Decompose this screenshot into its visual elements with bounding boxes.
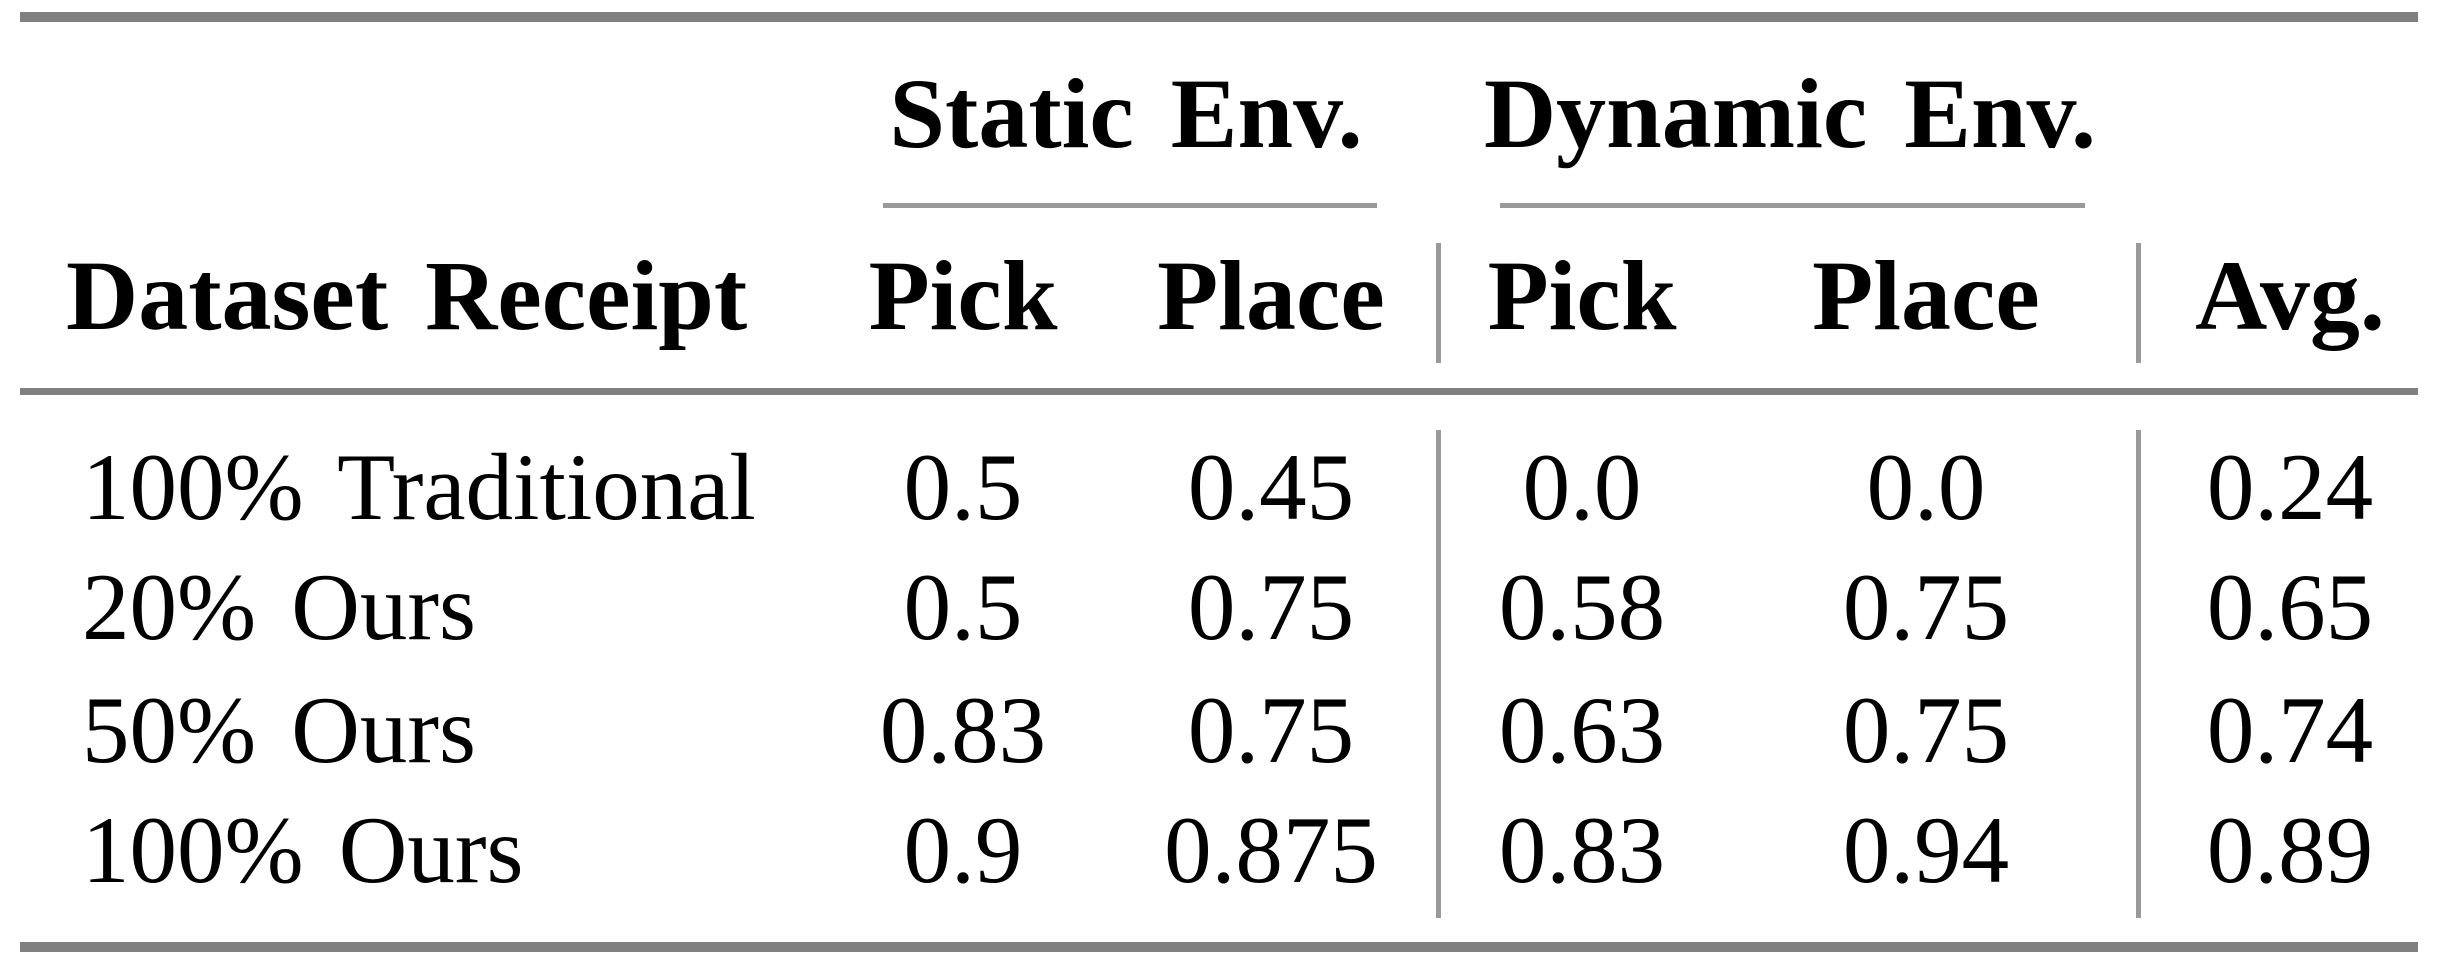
cell-dynamic-pick: 0.0 [1522,434,1642,540]
header-cell-dynamic-pick: Pick [1487,240,1677,351]
cell-static-place: 0.75 [1187,554,1355,660]
row-label-100-traditional: 100% Traditional [82,434,756,540]
cell-dynamic-place: 0.75 [1842,554,2010,660]
vertical-rule-avg-header [2136,243,2141,363]
header-cell-avg: Avg. [2195,240,2385,351]
cell-static-place: 0.75 [1187,677,1355,783]
row-label-50-ours: 50% Ours [82,677,476,783]
header-cell-dynamic-place: Place [1812,240,2040,351]
vertical-rule-static-dynamic-header [1436,243,1441,363]
vertical-rule-avg-body [2136,430,2141,918]
cell-avg: 0.89 [2206,797,2374,903]
row-label-100-ours: 100% Ours [82,797,524,903]
cell-avg: 0.65 [2206,554,2374,660]
cell-static-place: 0.45 [1187,434,1355,540]
cell-static-pick: 0.5 [903,434,1023,540]
table-header-rule [20,388,2418,395]
static-env-underline-rule [883,203,1377,208]
cell-dynamic-pick: 0.58 [1498,554,1666,660]
cell-dynamic-place: 0.0 [1866,434,1986,540]
cell-static-pick: 0.83 [879,677,1047,783]
cell-dynamic-place: 0.94 [1842,797,2010,903]
header-cell-dataset-receipt: Dataset Receipt [66,240,748,351]
cell-static-pick: 0.5 [903,554,1023,660]
row-label-20-ours: 20% Ours [82,554,476,660]
cell-dynamic-pick: 0.63 [1498,677,1666,783]
header-cell-static-place: Place [1157,240,1385,351]
cell-dynamic-place: 0.75 [1842,677,2010,783]
vertical-rule-static-dynamic-body [1436,430,1441,918]
cell-static-place: 0.875 [1164,797,1378,903]
cell-avg: 0.24 [2206,434,2374,540]
header-cell-static-pick: Pick [868,240,1058,351]
column-group-static-env: Static Env. [889,58,1363,169]
dynamic-env-underline-rule [1500,203,2085,208]
cell-avg: 0.74 [2206,677,2374,783]
table-bottom-rule [20,942,2418,952]
cell-static-pick: 0.9 [903,797,1023,903]
column-group-dynamic-env: Dynamic Env. [1483,58,2097,169]
cell-dynamic-pick: 0.83 [1498,797,1666,903]
table-top-rule [20,12,2418,22]
